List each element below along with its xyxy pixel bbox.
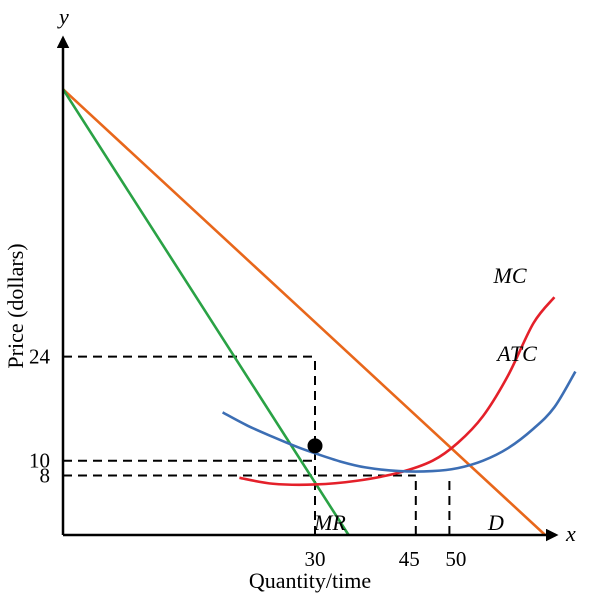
curve-labels: D MR MC ATC	[313, 263, 537, 535]
points	[307, 438, 323, 454]
curve-label-d: D	[487, 510, 504, 535]
y-axis-title: Price (dollars)	[3, 243, 28, 368]
curve-label-mr: MR	[313, 510, 346, 535]
guide-lines	[63, 355, 451, 535]
curve-atc	[221, 370, 577, 473]
curves	[61, 88, 577, 536]
point-marker-0	[307, 438, 323, 454]
axes: y x	[56, 4, 576, 546]
x-axis-title: Quantity/time	[249, 568, 371, 593]
y-tick-label: 24	[29, 345, 51, 369]
y-axis-letter: y	[57, 4, 69, 29]
curve-d	[62, 88, 547, 536]
y-tick-label: 8	[40, 464, 51, 488]
y-tick-label: 10	[29, 449, 50, 473]
x-tick-label: 50	[445, 547, 466, 571]
x-tick-label: 30	[305, 547, 326, 571]
x-tick-label: 45	[399, 547, 420, 571]
curve-mr	[61, 88, 350, 536]
tick-labels: 30 45 50 24 108	[29, 345, 466, 571]
x-axis-letter: x	[565, 521, 576, 546]
curve-label-atc: ATC	[495, 341, 537, 366]
curve-label-mc: MC	[493, 263, 527, 288]
curve-mc	[239, 296, 556, 487]
